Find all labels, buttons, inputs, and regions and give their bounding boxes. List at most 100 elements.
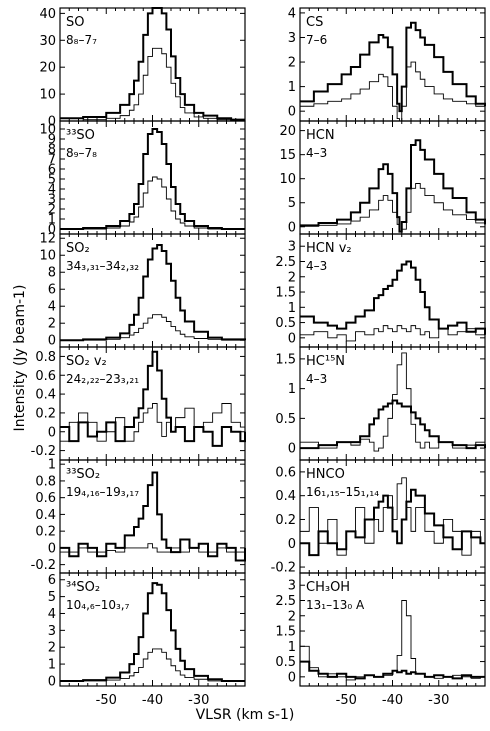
transition-label: 10₄,₆–10₃,₇	[66, 598, 130, 612]
spectrum-thin	[60, 648, 245, 682]
y-tick-label: 4	[48, 300, 56, 315]
spectrum-thin	[300, 325, 486, 342]
y-tick-label: 0.2	[275, 513, 296, 528]
y-tick-label: 3	[288, 31, 296, 46]
y-tick-label: 40	[39, 7, 56, 22]
transition-label: 24₂,₂₂–23₃,₂₁	[66, 372, 139, 386]
panel-3: 0 5 10 15 20 HCN 4–3	[279, 120, 486, 235]
molecule-label: SO₂ v₂	[66, 354, 107, 369]
spectrum-thick	[60, 350, 246, 447]
spectrum-thick	[60, 7, 245, 121]
spectrum-thick	[60, 471, 246, 562]
y-tick-label: 0.8	[35, 474, 56, 489]
molecule-label: HCN v₂	[306, 241, 352, 256]
spectrum-thin	[300, 61, 485, 122]
y-tick-label: 2	[48, 203, 56, 218]
y-tick-label: 7	[48, 153, 56, 168]
y-tick-label: 12	[39, 232, 56, 247]
molecule-label: CH₃OH	[306, 580, 350, 595]
y-tick-label: 1	[48, 458, 56, 473]
panel-1: 0 1 2 3 4 CS 7–6	[288, 6, 486, 122]
spectrum-thin	[300, 477, 486, 556]
molecule-label: CS	[306, 15, 323, 30]
y-tick-label: 0	[48, 115, 56, 130]
y-tick-label: 0.4	[35, 508, 56, 523]
y-tick-label: 1.5	[275, 352, 296, 367]
transition-label: 8₈–7₇	[66, 33, 97, 47]
y-tick-label: 5	[48, 590, 56, 605]
spectrum-thick	[60, 244, 246, 342]
x-tick-label: -40	[142, 693, 163, 708]
panel-6: -0.2 0 0.2 0.4 0.6 0.8 SO₂ v₂ 24₂,₂₂–23₃,₂₁	[31, 346, 246, 461]
y-tick-label: 0.4	[275, 489, 296, 504]
y-tick-label: 5	[48, 173, 56, 188]
y-tick-label: 5	[288, 196, 296, 211]
y-tick-label: 10	[279, 172, 296, 187]
molecule-label: HNCO	[306, 467, 345, 482]
panel-8: -0.2 00.2 0.4 0.6 0.81 ³³SO₂ 19₄,₁₆–19₃,₁₇	[31, 458, 246, 574]
y-tick-label: 2.5	[275, 255, 296, 270]
y-tick-label: 1	[288, 382, 296, 397]
molecule-label: SO₂	[66, 241, 90, 256]
y-tick-label: 10	[39, 88, 56, 103]
y-tick-label: 0	[48, 541, 56, 556]
y-tick-label: 0	[288, 537, 296, 552]
y-tick-label: -0.2	[31, 558, 56, 573]
y-tick-label: 0.2	[35, 406, 56, 421]
y-tick-label: 0.4	[35, 388, 56, 403]
y-tick-label: 20	[39, 61, 56, 76]
spectrum-thin	[300, 183, 486, 233]
transition-label: 13₁–13₀ A	[306, 598, 365, 612]
y-axis-title: Intensity (Jy beam-1)	[12, 284, 28, 432]
y-tick-label: 0.6	[275, 465, 296, 480]
spectrum-thin	[60, 47, 246, 122]
panel-0: 0 10 20 30 40 SO 8₈–7₇	[39, 7, 246, 130]
spectrum-thin	[300, 352, 486, 452]
panel-4: 0 2 4 6 8 10 12 SO₂ 34₃,₃₁–34₂,₃₂	[39, 232, 246, 349]
y-tick-label: 2	[288, 270, 296, 285]
y-tick-label: 1	[288, 80, 296, 95]
panel-10: 01 2 3 4 5 6 ³⁴SO₂ 10₄,₆–10₃,₇ -50 -40 -30	[48, 572, 246, 708]
x-tick-label: -50	[96, 693, 117, 708]
molecule-label: ³³SO₂	[66, 467, 100, 482]
y-tick-label: 0	[288, 105, 296, 120]
y-tick-label: 4	[48, 183, 56, 198]
y-tick-label: 1.5	[275, 286, 296, 301]
y-tick-label: 15	[279, 148, 296, 163]
transition-label: 7–6	[306, 33, 327, 47]
molecule-label: ³⁴SO₂	[66, 580, 100, 595]
y-tick-label: 6	[48, 283, 56, 298]
transition-label: 4–3	[306, 259, 327, 273]
y-tick-label: 0.6	[35, 369, 56, 384]
y-tick-label: 4	[48, 607, 56, 622]
panel-9: -0.2 0 0.2 0.4 0.6 HNCO 16₁,₁₅–15₁,₁₄	[271, 459, 486, 576]
spectrum-thick	[60, 582, 245, 682]
y-tick-label: 0	[288, 670, 296, 685]
panel-11: 00.511.522.53 CH₃OH 13₁–13₀ A -50 -40 -30	[275, 572, 486, 708]
y-tick-label: 1	[48, 213, 56, 228]
molecule-label: HCN	[306, 128, 335, 143]
y-tick-label: 0	[48, 223, 56, 238]
y-tick-label: 1	[288, 301, 296, 316]
y-tick-label: 0	[288, 331, 296, 346]
y-tick-label: 3	[288, 240, 296, 255]
y-tick-label: 0	[48, 674, 56, 689]
y-tick-label: 6	[48, 573, 56, 588]
y-tick-label: 2	[288, 609, 296, 624]
y-tick-label: 2.5	[275, 594, 296, 609]
y-tick-label: -0.2	[271, 561, 296, 576]
y-tick-label: 3	[48, 624, 56, 639]
y-tick-label: 10	[39, 123, 56, 138]
panel-5: 00.511.522.53 HCN v₂ 4–3	[275, 233, 486, 348]
x-tick-label: -30	[428, 693, 449, 708]
spectrum-thin	[60, 543, 245, 553]
y-tick-label: 10	[39, 249, 56, 264]
y-tick-label: 2	[288, 56, 296, 71]
spectrum-thick	[60, 128, 245, 230]
y-tick-label: 0.5	[275, 316, 296, 331]
x-tick-label: -50	[336, 693, 357, 708]
y-tick-label: -0.2	[31, 444, 56, 459]
x-axis-title: VLSR (km s-1)	[195, 707, 295, 723]
transition-label: 16₁,₁₅–15₁,₁₄	[306, 485, 379, 499]
